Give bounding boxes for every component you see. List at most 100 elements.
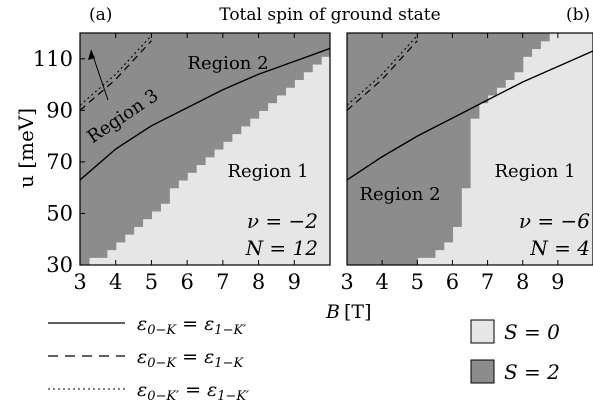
spin-2-cell — [88, 172, 99, 181]
spin-2-cell — [151, 195, 161, 204]
spin-2-cell — [196, 79, 206, 88]
spin-2-cell — [133, 87, 144, 96]
spin-2-cell — [97, 33, 108, 42]
spin-2-cell — [97, 164, 108, 173]
spin-2-cell — [231, 110, 242, 119]
spin-2-cell — [355, 102, 366, 111]
region-3-arrow-head — [88, 50, 95, 60]
spin-2-cell — [443, 63, 454, 73]
spin-2-cell — [124, 118, 135, 127]
spin-2-cell — [213, 118, 224, 127]
spin-2-cell — [249, 87, 260, 96]
spin-2-cell — [461, 110, 471, 119]
spin-2-cell — [452, 33, 462, 34]
spin-2-cell — [434, 172, 445, 181]
spin-2-cell — [258, 56, 269, 65]
spin-2-cell — [97, 56, 108, 65]
spin-2-cell — [115, 203, 126, 212]
spin-2-cell — [267, 87, 278, 96]
spin-2-cell — [443, 203, 454, 212]
spin-2-cell — [408, 63, 418, 73]
spin-2-cell — [97, 40, 108, 50]
spin-2-cell — [382, 187, 392, 196]
spin-2-cell — [443, 218, 454, 227]
spin-2-cell — [461, 179, 471, 189]
spin-2-cell — [426, 195, 436, 204]
spin-2-cell — [382, 79, 392, 88]
spin-2-cell — [97, 110, 108, 119]
spin-2-cell — [382, 33, 392, 42]
spin-2-cell — [80, 33, 90, 42]
spin-2-cell — [124, 79, 135, 88]
spin-2-cell — [222, 87, 233, 96]
spin-2-cell — [80, 141, 90, 150]
spin-2-cell — [115, 56, 126, 65]
spin-2-cell — [160, 56, 170, 65]
spin-2-cell — [461, 48, 471, 57]
spin-2-cell — [303, 63, 313, 73]
spin-2-cell — [390, 179, 401, 189]
spin-2-cell — [133, 110, 144, 119]
spin-2-cell — [373, 125, 383, 135]
spin-2-cell — [434, 149, 445, 158]
spin-2-cell — [408, 149, 418, 158]
spin-2-cell — [187, 156, 197, 166]
spin-2-cell — [115, 33, 126, 34]
spin-2-cell — [142, 33, 153, 34]
spin-2-cell — [205, 79, 215, 88]
spin-2-cell — [373, 179, 383, 189]
spin-2-cell — [461, 56, 471, 65]
spin-2-cell — [97, 179, 108, 189]
spin-2-cell — [106, 133, 117, 142]
spin-2-cell — [115, 149, 126, 158]
spin-2-cell — [196, 63, 206, 73]
spin-2-cell — [487, 79, 497, 88]
spin-2-cell — [417, 63, 427, 73]
spin-2-cell — [80, 87, 90, 96]
spin-2-cell — [249, 94, 260, 104]
spin-2-cell — [196, 40, 206, 50]
spin-2-cell — [408, 172, 418, 181]
spin-2-cell — [364, 133, 374, 142]
spin-2-cell — [408, 56, 418, 65]
spin-2-cell — [88, 249, 99, 258]
spin-2-cell — [276, 33, 286, 34]
spin-2-cell — [303, 33, 313, 42]
spin-2-cell — [390, 118, 401, 127]
spin-2-cell — [178, 141, 188, 150]
spin-2-cell — [124, 187, 135, 196]
spin-2-cell — [470, 110, 480, 119]
spin-2-cell — [142, 156, 153, 166]
spin-2-cell — [115, 195, 126, 204]
spin-2-cell — [222, 33, 233, 34]
spin-2-cell — [151, 164, 161, 173]
spin-2-cell — [124, 133, 135, 142]
spin-2-cell — [178, 110, 188, 119]
spin-2-cell — [382, 56, 392, 65]
spin-2-cell — [443, 33, 454, 42]
spin-2-cell — [160, 87, 170, 96]
spin-2-cell — [97, 203, 108, 212]
spin-2-cell — [196, 56, 206, 65]
spin-2-cell — [408, 156, 418, 166]
spin-2-cell — [382, 48, 392, 57]
spin-2-cell — [213, 48, 224, 57]
spin-2-cell — [399, 102, 410, 111]
spin-2-cell — [151, 141, 161, 150]
spin-2-cell — [151, 71, 161, 80]
spin-2-cell — [355, 71, 366, 80]
spin-2-cell — [133, 33, 144, 34]
spin-2-cell — [443, 133, 454, 142]
panel-b-lines — [347, 35, 593, 181]
spin-2-cell — [124, 203, 135, 212]
spin-2-cell — [347, 164, 357, 173]
y-axis-label: u [meV] — [14, 108, 38, 188]
spin-2-cell — [160, 63, 170, 73]
spin-2-cell — [399, 33, 410, 34]
spin-2-cell — [222, 63, 233, 73]
spin-2-cell — [213, 33, 224, 34]
spin-2-cell — [443, 79, 454, 88]
spin-2-cell — [382, 203, 392, 212]
spin-2-cell — [151, 56, 161, 65]
spin-2-cell — [347, 125, 357, 135]
